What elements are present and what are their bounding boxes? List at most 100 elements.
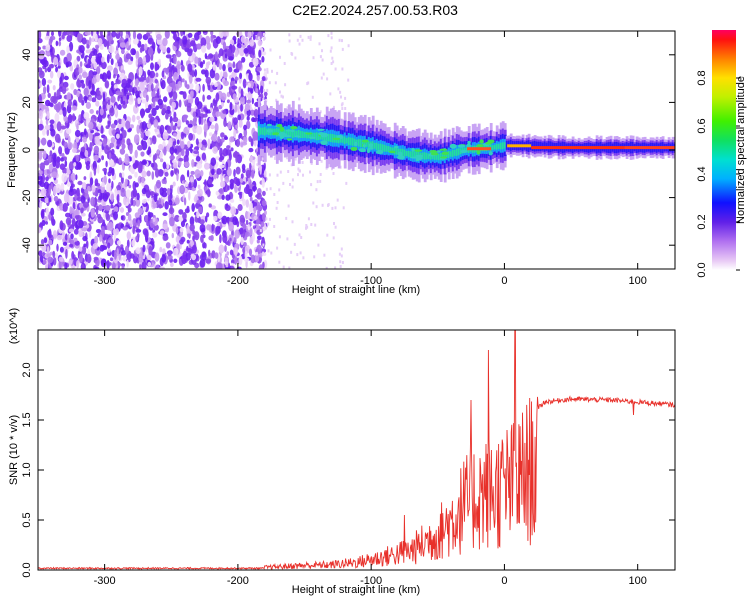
noise-speck bbox=[84, 193, 90, 200]
noise-speck bbox=[174, 197, 180, 205]
noise-speck bbox=[74, 67, 80, 76]
signal-band-segment bbox=[393, 146, 397, 155]
noise-speck bbox=[107, 248, 111, 253]
noise-speck bbox=[106, 53, 110, 64]
noise-speck-faint bbox=[338, 252, 341, 256]
noise-speck bbox=[238, 46, 245, 57]
noise-speck-faint bbox=[326, 77, 329, 81]
noise-speck bbox=[258, 164, 262, 171]
noise-speck bbox=[66, 92, 72, 102]
signal-hot-spot bbox=[354, 141, 358, 147]
noise-speck bbox=[122, 100, 126, 106]
signal-hot-spot bbox=[320, 132, 329, 138]
noise-speck bbox=[126, 138, 131, 146]
noise-speck bbox=[52, 250, 56, 259]
signal-band-segment bbox=[295, 130, 299, 138]
noise-speck bbox=[251, 117, 256, 123]
signal-band-segment bbox=[391, 147, 395, 153]
noise-speck bbox=[45, 44, 51, 52]
noise-speck bbox=[128, 207, 132, 213]
noise-speck-faint bbox=[296, 253, 299, 257]
noise-speck bbox=[130, 48, 136, 56]
noise-speck bbox=[171, 31, 175, 34]
signal-band-segment bbox=[329, 133, 333, 142]
noise-speck bbox=[137, 207, 144, 215]
signal-hot-spot bbox=[266, 129, 273, 133]
noise-speck bbox=[252, 232, 255, 242]
signal-band-segment bbox=[259, 127, 263, 135]
noise-speck bbox=[68, 259, 73, 266]
noise-speck-faint bbox=[286, 106, 289, 110]
noise-speck bbox=[233, 236, 237, 244]
noise-speck bbox=[166, 188, 171, 196]
noise-speck bbox=[99, 192, 103, 201]
noise-speck bbox=[173, 32, 178, 41]
noise-speck bbox=[124, 178, 128, 186]
signal-hot-spot bbox=[320, 140, 328, 145]
noise-speck bbox=[139, 264, 142, 269]
noise-speck bbox=[102, 91, 106, 102]
noise-speck bbox=[145, 247, 148, 253]
noise-speck bbox=[113, 211, 118, 220]
spectrogram-y-tick-label: -40 bbox=[21, 237, 33, 253]
noise-speck bbox=[106, 182, 112, 193]
noise-speck bbox=[189, 56, 193, 62]
noise-speck bbox=[161, 254, 167, 263]
noise-speck bbox=[178, 38, 183, 46]
noise-speck bbox=[173, 41, 179, 47]
noise-speck bbox=[48, 197, 52, 203]
noise-speck-faint bbox=[319, 55, 322, 59]
signal-band-segment bbox=[261, 127, 265, 135]
noise-speck bbox=[218, 62, 223, 70]
noise-speck bbox=[116, 240, 122, 246]
noise-speck bbox=[65, 212, 71, 218]
noise-speck bbox=[74, 129, 81, 138]
noise-speck-faint bbox=[330, 46, 333, 50]
noise-speck bbox=[38, 223, 43, 228]
noise-speck bbox=[170, 121, 174, 131]
noise-speck bbox=[136, 124, 140, 134]
noise-speck bbox=[210, 205, 216, 210]
noise-speck bbox=[178, 157, 184, 162]
noise-speck bbox=[107, 99, 111, 106]
noise-speck bbox=[229, 249, 234, 256]
noise-speck bbox=[136, 33, 143, 40]
noise-speck bbox=[120, 175, 124, 184]
noise-speck bbox=[173, 71, 179, 81]
noise-speck-faint bbox=[266, 67, 269, 71]
signal-hot-spot bbox=[368, 147, 374, 150]
noise-speck bbox=[234, 104, 238, 113]
signal-band-segment bbox=[283, 129, 287, 137]
spectrogram-signal-band bbox=[257, 97, 675, 183]
noise-speck bbox=[188, 191, 191, 201]
noise-speck bbox=[119, 148, 126, 155]
noise-speck bbox=[108, 45, 115, 54]
signal-hot-spot bbox=[460, 149, 468, 153]
noise-speck bbox=[59, 246, 64, 253]
noise-speck bbox=[199, 61, 204, 68]
noise-speck bbox=[142, 55, 147, 66]
noise-speck bbox=[90, 31, 94, 37]
noise-speck-faint bbox=[341, 107, 344, 110]
noise-speck bbox=[150, 83, 154, 92]
noise-speck bbox=[89, 133, 93, 141]
noise-speck bbox=[57, 65, 61, 69]
noise-speck bbox=[238, 134, 241, 140]
noise-speck bbox=[110, 58, 114, 66]
noise-speck bbox=[38, 151, 43, 160]
noise-speck bbox=[106, 70, 112, 79]
noise-speck bbox=[228, 66, 233, 73]
noise-speck bbox=[252, 185, 257, 191]
noise-speck bbox=[81, 71, 88, 79]
noise-speck bbox=[252, 33, 256, 41]
noise-speck-faint bbox=[326, 233, 329, 237]
noise-speck bbox=[120, 244, 124, 248]
signal-band-segment bbox=[495, 143, 499, 150]
noise-speck bbox=[248, 147, 254, 153]
noise-speck bbox=[50, 35, 56, 41]
noise-speck-faint bbox=[341, 47, 344, 51]
colorbar-tick-label: 0.0 bbox=[696, 262, 708, 277]
noise-speck bbox=[132, 87, 135, 96]
noise-speck bbox=[138, 66, 143, 76]
noise-speck-faint bbox=[288, 39, 291, 43]
